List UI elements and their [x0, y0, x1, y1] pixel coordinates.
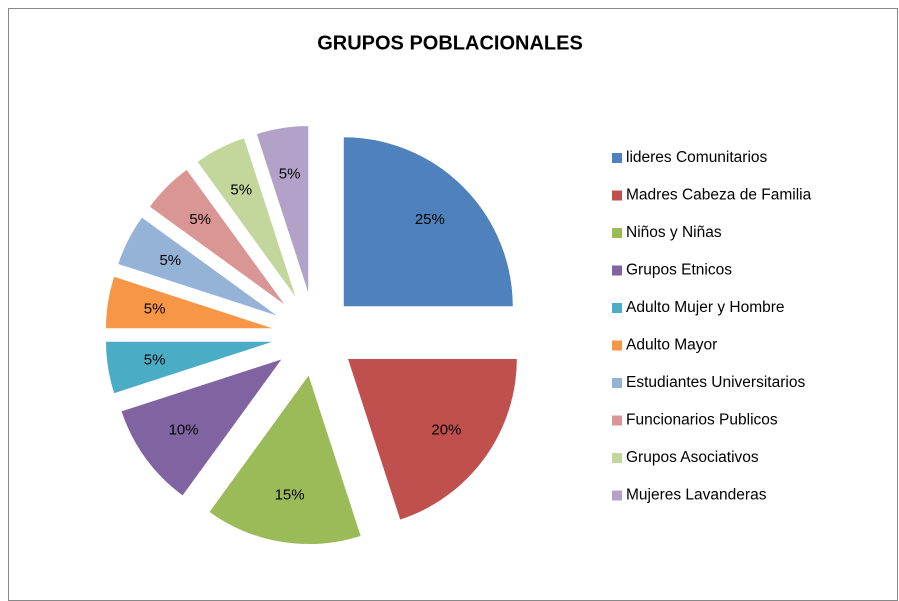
- data-label: 5%: [279, 166, 301, 183]
- legend-swatch: [612, 453, 622, 463]
- legend-label: Grupos Etnicos: [626, 262, 732, 279]
- data-label: 25%: [415, 211, 445, 228]
- data-label: 5%: [189, 211, 211, 228]
- legend-swatch: [612, 265, 622, 276]
- pie-slice: [104, 340, 276, 395]
- legend-label: Niños y Niñas: [626, 224, 722, 241]
- pie-slice: [120, 357, 284, 497]
- legend-swatch: [612, 153, 622, 163]
- legend-label: Adulto Mujer y Hombre: [626, 299, 785, 316]
- data-label: 5%: [144, 301, 166, 318]
- legend-label: lideres Comunitarios: [626, 149, 768, 166]
- legend-label: Mujeres Lavanderas: [626, 487, 767, 504]
- pie-slice: [104, 275, 276, 330]
- data-label: 15%: [275, 486, 305, 503]
- pie-slice: [117, 216, 280, 318]
- chart-title: GRUPOS POBLACIONALES: [317, 32, 583, 54]
- legend-label: Funcionarios Publicos: [626, 412, 778, 429]
- legend-label: Adulto Mayor: [626, 337, 717, 354]
- pie-slice: [255, 124, 310, 296]
- data-label: 5%: [144, 351, 166, 368]
- legend-swatch: [612, 415, 622, 426]
- legend-label: Madres Cabeza de Familia: [626, 187, 812, 204]
- legend-swatch: [612, 490, 622, 501]
- pie-slice: [148, 168, 288, 308]
- data-label: 5%: [230, 181, 252, 198]
- pie-slice: [346, 358, 518, 521]
- pie-slice: [208, 373, 362, 546]
- legend-swatch: [612, 228, 622, 238]
- data-label: 5%: [159, 252, 181, 269]
- legend-swatch: [612, 303, 622, 313]
- legend-label: Estudiantes Universitarios: [626, 374, 805, 391]
- data-label: 20%: [431, 421, 461, 438]
- pie-slice: [342, 136, 514, 308]
- legend-swatch: [612, 340, 622, 351]
- legend-swatch: [612, 378, 622, 388]
- legend-label: Grupos Asociativos: [626, 449, 759, 466]
- legend-swatch: [612, 190, 622, 201]
- data-label: 10%: [169, 421, 199, 438]
- pie-slice: [196, 137, 298, 300]
